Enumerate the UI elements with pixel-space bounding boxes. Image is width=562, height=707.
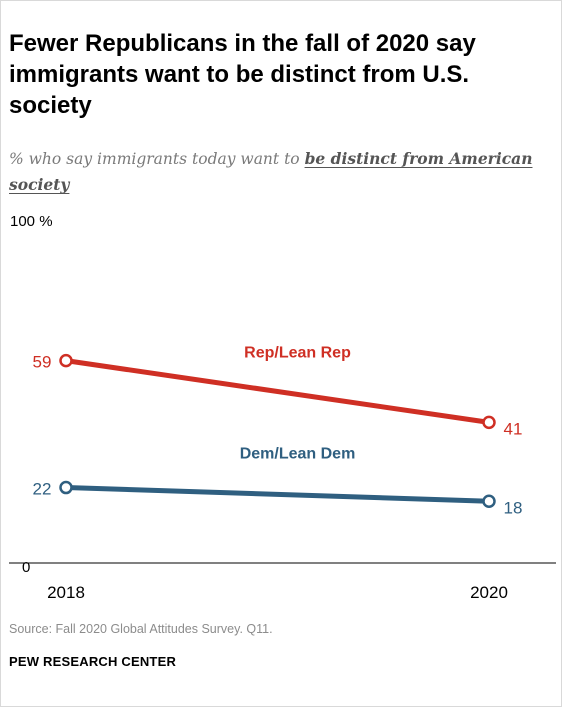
series-name-label: Dem/Lean Dem <box>240 445 356 462</box>
x-tick-labels: 2018 2020 <box>47 583 508 602</box>
series-rep-lean-rep: 59 41 Rep/Lean Rep <box>33 345 523 439</box>
subtitle-emphasis: be distinct from American society <box>9 149 533 194</box>
data-label: 59 <box>33 353 52 372</box>
data-point <box>482 494 496 509</box>
data-point <box>482 415 496 430</box>
series-line <box>63 358 492 425</box>
series-dem-lean-dem: 22 18 Dem/Lean Dem <box>33 445 523 517</box>
x-tick-label: 2018 <box>47 583 85 602</box>
data-label: 22 <box>33 480 52 499</box>
data-point <box>59 480 73 495</box>
chart-title: Fewer Republicans in the fall of 2020 sa… <box>9 30 476 119</box>
data-label: 18 <box>504 498 523 517</box>
series-line <box>63 485 492 504</box>
series-name-label: Rep/Lean Rep <box>244 345 351 362</box>
y-tick-label-bottom: 0 <box>22 559 30 576</box>
data-label: 41 <box>504 419 523 438</box>
source-note: Source: Fall 2020 Global Attitudes Surve… <box>9 622 273 636</box>
subtitle-prefix: % who say immigrants today want to <box>9 150 305 168</box>
series-layer: 59 41 Rep/Lean Rep 22 18 Dem/Lean Dem <box>33 345 523 518</box>
x-tick-label: 2020 <box>470 583 508 602</box>
y-tick-label-top: 100 % <box>10 213 53 230</box>
data-point <box>59 353 73 368</box>
chart-subtitle: % who say immigrants today want to be di… <box>9 146 554 198</box>
line-chart: 100 % 0 2018 2020 59 41 Rep/Lean Rep 22 18 Dem… <box>9 213 556 602</box>
organization-name: PEW RESEARCH CENTER <box>9 654 177 669</box>
